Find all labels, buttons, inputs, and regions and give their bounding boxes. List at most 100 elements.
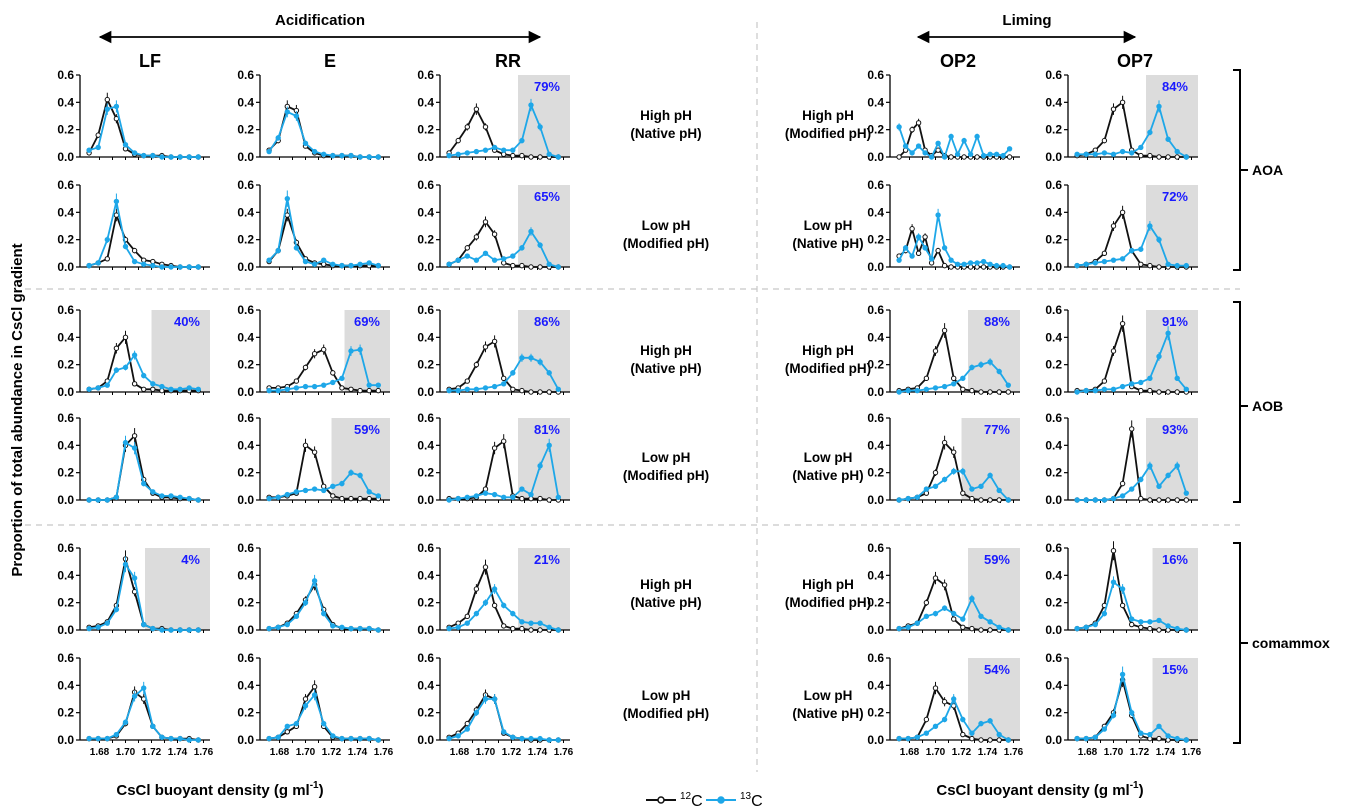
series-13c-point bbox=[114, 199, 118, 203]
series-13c-point bbox=[923, 246, 927, 250]
y-tick-label: 0.6 bbox=[57, 541, 74, 555]
series-13c-point bbox=[187, 738, 191, 742]
y-tick-label: 0.4 bbox=[57, 678, 74, 692]
series-13c-point bbox=[897, 125, 901, 129]
y-tick-label: 0.6 bbox=[57, 303, 74, 317]
panel-3-2: 0.00.20.40.681% bbox=[417, 411, 570, 507]
series-12c-point bbox=[1166, 155, 1170, 159]
series-13c-point bbox=[529, 736, 533, 740]
series-12c-point bbox=[923, 235, 927, 239]
y-tick-label: 0.2 bbox=[1045, 233, 1062, 247]
series-12c-point bbox=[1175, 155, 1179, 159]
series-13c-point bbox=[970, 596, 974, 600]
series-13c-point bbox=[942, 717, 946, 721]
series-13c-point bbox=[105, 107, 109, 111]
series-13c-point bbox=[340, 625, 344, 629]
series-13c-point bbox=[1007, 265, 1011, 269]
panel-2-1: 0.00.20.40.669% bbox=[237, 303, 390, 399]
series-13c-point bbox=[367, 261, 371, 265]
series-12c-point bbox=[1111, 107, 1115, 111]
series-13c-point bbox=[492, 384, 496, 388]
series-13c-point bbox=[322, 152, 326, 156]
series-13c-point bbox=[1120, 672, 1124, 676]
series-13c-point bbox=[520, 736, 524, 740]
y-tick-label: 0.6 bbox=[237, 178, 254, 192]
series-13c-point bbox=[1001, 153, 1005, 157]
series-12c-point bbox=[520, 626, 524, 630]
series-13c-point bbox=[1166, 473, 1170, 477]
y-tick-label: 0.4 bbox=[417, 568, 434, 582]
series-13c-point bbox=[105, 736, 109, 740]
series-13c-point bbox=[997, 625, 1001, 629]
series-13c-point bbox=[349, 736, 353, 740]
y-tick-label: 0.2 bbox=[57, 123, 74, 137]
series-13c-line bbox=[269, 112, 378, 157]
y-tick-label: 0.6 bbox=[867, 303, 884, 317]
series-13c-point bbox=[151, 382, 155, 386]
series-12c-point bbox=[949, 155, 953, 159]
y-tick-label: 0.0 bbox=[57, 385, 74, 399]
row-label-lime-6: Low pH (Native pH) bbox=[792, 688, 863, 721]
series-13c-point bbox=[196, 155, 200, 159]
x-tick-label: 1.76 bbox=[374, 747, 394, 758]
series-12c-point bbox=[303, 443, 307, 447]
series-12c-point bbox=[1102, 138, 1106, 142]
series-13c-point bbox=[267, 496, 271, 500]
svg-text:(Native pH): (Native pH) bbox=[630, 361, 701, 376]
y-tick-label: 0.6 bbox=[417, 68, 434, 82]
y-tick-label: 0.6 bbox=[237, 541, 254, 555]
series-13c-point bbox=[915, 388, 919, 392]
y-tick-label: 0.6 bbox=[237, 411, 254, 425]
series-13c-point bbox=[906, 625, 910, 629]
series-12c-point bbox=[1102, 379, 1106, 383]
series-13c-point bbox=[276, 388, 280, 392]
liming-heading: Liming bbox=[1002, 12, 1051, 29]
series-13c-point bbox=[970, 731, 974, 735]
series-13c-point bbox=[1175, 263, 1179, 267]
series-13c-point bbox=[187, 265, 191, 269]
series-12c-point bbox=[970, 388, 974, 392]
y-tick-label: 0.4 bbox=[237, 678, 254, 692]
series-13c-line bbox=[89, 443, 198, 500]
series-13c-point bbox=[132, 353, 136, 357]
series-13c-point bbox=[942, 246, 946, 250]
series-13c-point bbox=[952, 611, 956, 615]
series-12c-point bbox=[538, 496, 542, 500]
y-tick-label: 0.4 bbox=[417, 330, 434, 344]
series-13c-point bbox=[997, 369, 1001, 373]
x-tick-label: 1.74 bbox=[1156, 747, 1176, 758]
series-13c-point bbox=[312, 579, 316, 583]
y-tick-label: 0.2 bbox=[237, 233, 254, 247]
series-13c-point bbox=[988, 620, 992, 624]
series-13c-point bbox=[933, 484, 937, 488]
series-13c-point bbox=[1102, 727, 1106, 731]
column-op2: OP2 bbox=[940, 51, 976, 71]
series-12c-point bbox=[132, 434, 136, 438]
svg-text:(Modified pH): (Modified pH) bbox=[623, 468, 709, 483]
series-12c-point bbox=[1120, 100, 1124, 104]
series-13c-point bbox=[520, 620, 524, 624]
series-13c-point bbox=[367, 490, 371, 494]
series-13c-point bbox=[988, 719, 992, 723]
y-tick-label: 0.0 bbox=[237, 385, 254, 399]
series-13c-point bbox=[447, 153, 451, 157]
series-13c-point bbox=[465, 254, 469, 258]
series-13c-point bbox=[178, 628, 182, 632]
series-13c-point bbox=[483, 491, 487, 495]
series-13c-point bbox=[96, 625, 100, 629]
series-12c-point bbox=[114, 117, 118, 121]
series-13c-point bbox=[1130, 617, 1134, 621]
series-13c-point bbox=[492, 697, 496, 701]
y-tick-label: 0.0 bbox=[1045, 260, 1062, 274]
series-12c-point bbox=[367, 496, 371, 500]
heavy-fraction-percent: 54% bbox=[984, 662, 1010, 677]
series-13c-point bbox=[1084, 498, 1088, 502]
series-12c-point bbox=[1148, 153, 1152, 157]
series-13c-point bbox=[492, 492, 496, 496]
series-13c-point bbox=[142, 373, 146, 377]
series-13c-point bbox=[1130, 248, 1134, 252]
heavy-fraction-percent: 88% bbox=[984, 314, 1010, 329]
svg-text:(Native pH): (Native pH) bbox=[630, 126, 701, 141]
series-13c-point bbox=[276, 136, 280, 140]
series-12c-point bbox=[331, 494, 335, 498]
